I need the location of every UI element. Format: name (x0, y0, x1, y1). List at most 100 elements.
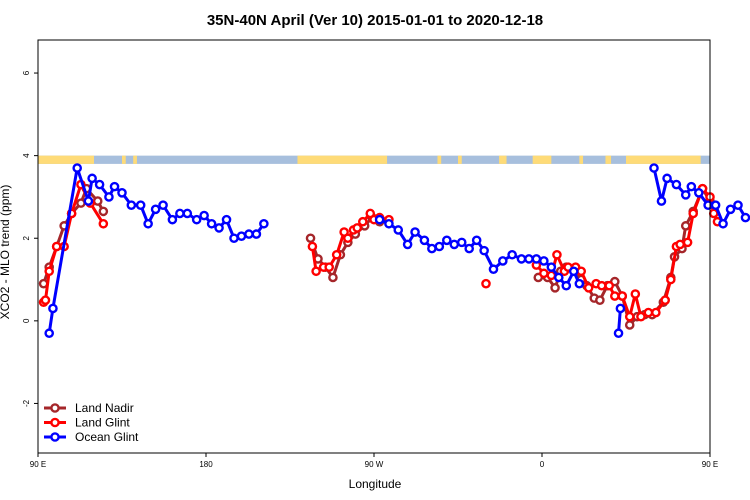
data-point (150, 204, 161, 215)
land-segment (437, 155, 442, 164)
data-point (583, 282, 594, 293)
data-point (576, 266, 587, 277)
data-point (733, 200, 743, 210)
data-point (617, 291, 628, 301)
data-point (656, 196, 667, 206)
data-point (725, 204, 736, 215)
data-point (331, 249, 342, 260)
data-point (624, 320, 635, 330)
data-point (546, 262, 557, 272)
data-point (694, 188, 704, 198)
data-point (402, 239, 413, 250)
data-point (651, 307, 661, 318)
data-point (464, 243, 475, 254)
data-point (613, 328, 624, 339)
data-point (675, 239, 685, 250)
data-point (236, 231, 247, 241)
data-point (441, 235, 452, 246)
data-point (680, 190, 691, 200)
data-point (44, 328, 55, 339)
data-point (718, 218, 728, 229)
data-point (636, 311, 646, 322)
data-point (660, 295, 671, 305)
data-point (531, 254, 542, 264)
data-point (357, 216, 368, 227)
data-point (703, 200, 713, 210)
y-axis-label: XCO2 - MLO trend (ppm) (0, 185, 12, 320)
data-point (516, 254, 527, 264)
data-point (682, 237, 693, 248)
data-point (94, 179, 105, 190)
data-point (51, 241, 62, 252)
data-point (393, 225, 404, 235)
series-line (47, 166, 266, 334)
data-point (117, 188, 127, 198)
data-point (328, 272, 338, 283)
data-point (343, 233, 353, 244)
legend-label: Land Nadir (75, 401, 134, 415)
data-point (175, 208, 185, 219)
data-point (307, 241, 318, 252)
land-segment (605, 155, 612, 164)
data-point (419, 235, 430, 246)
data-point (561, 280, 572, 291)
data-point (48, 303, 58, 314)
data-point (87, 173, 97, 184)
data-point (604, 280, 615, 291)
data-point (481, 278, 491, 289)
x-axis: 90 E 180 90 W 0 90 E (30, 453, 718, 469)
y-tick-label: 4 (22, 153, 31, 158)
data-point (384, 218, 394, 229)
data-point (471, 235, 482, 246)
data-point (76, 198, 86, 208)
data-point (688, 208, 699, 219)
data-point (539, 256, 549, 266)
data-point (206, 218, 217, 229)
chart-title: 35N-40N April (Ver 10) 2015-01-01 to 202… (207, 12, 543, 29)
data-point (44, 266, 55, 277)
data-point (251, 229, 262, 239)
legend-marker (50, 417, 60, 428)
data-point (497, 256, 508, 266)
data-point (449, 239, 460, 250)
y-tick-label: 2 (22, 235, 31, 240)
y-tick-label: -2 (22, 399, 31, 407)
series-ocean-glint (44, 163, 750, 339)
land-segment (38, 155, 94, 164)
data-point (72, 163, 82, 173)
data-point (352, 223, 363, 233)
data-point (104, 192, 114, 202)
legend-label: Ocean Glint (75, 430, 139, 444)
legend-label: Land Glint (75, 416, 130, 430)
data-point (143, 218, 153, 229)
data-point (574, 278, 585, 289)
data-point (109, 181, 120, 192)
data-point (259, 218, 269, 229)
legend-marker (50, 432, 60, 442)
data-point (191, 214, 202, 225)
data-point (40, 295, 51, 305)
series-land-glint (38, 179, 723, 322)
data-point (374, 214, 385, 225)
data-point (182, 208, 193, 219)
land-segment (133, 155, 137, 164)
data-point (98, 206, 109, 217)
series-layer (38, 163, 750, 339)
data-point (680, 221, 691, 231)
x-tick-label: 90 W (365, 460, 384, 469)
data-point (568, 266, 579, 277)
data-point (199, 210, 209, 221)
data-point (610, 291, 620, 301)
data-point (479, 245, 489, 256)
data-point (666, 274, 676, 285)
data-point (229, 233, 239, 244)
x-axis-label: Longitude (349, 477, 402, 491)
data-point (305, 233, 316, 244)
land-segment (532, 155, 552, 164)
data-point (662, 173, 672, 184)
data-point (488, 264, 499, 275)
data-point (324, 262, 335, 272)
y-axis: -2 0 2 4 6 (22, 70, 38, 407)
data-point (221, 214, 232, 225)
